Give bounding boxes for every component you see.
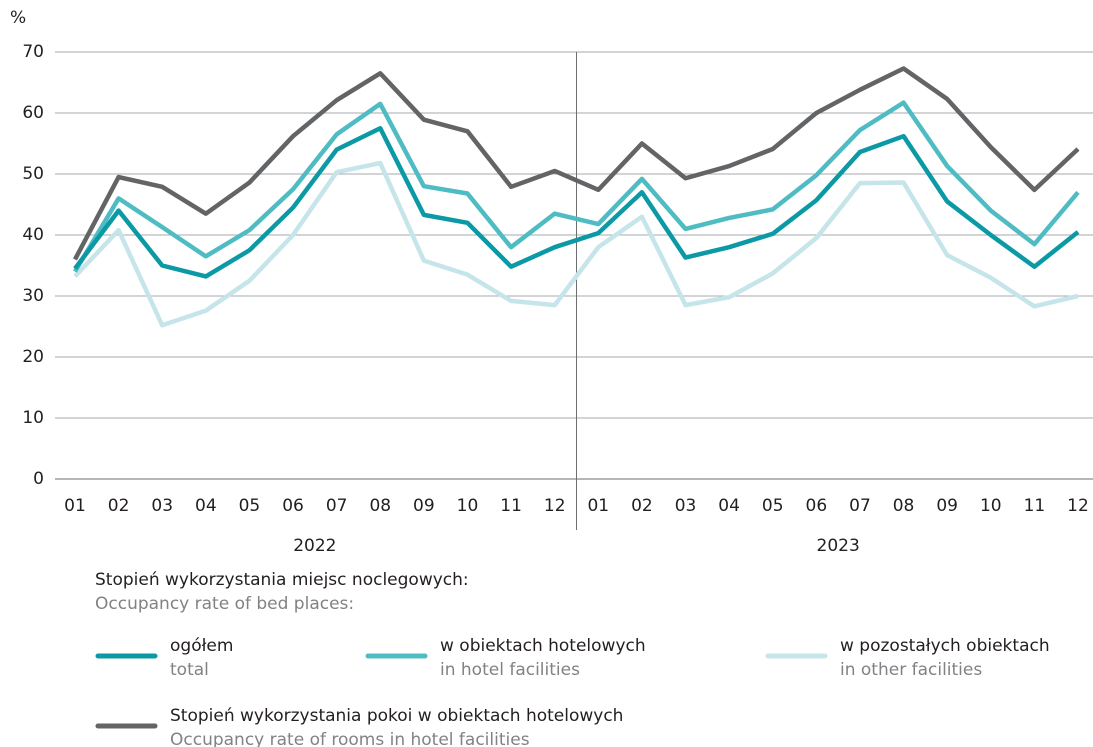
x-tick-label: 06 xyxy=(806,496,828,516)
x-tick-label: 03 xyxy=(675,496,697,516)
x-tick-label: 07 xyxy=(849,496,871,516)
series-line xyxy=(73,160,1079,328)
legend-label: ogółem xyxy=(170,636,233,656)
x-tick-label: 03 xyxy=(151,496,173,516)
series-line xyxy=(73,66,1080,261)
y-tick-label: 50 xyxy=(22,164,44,184)
x-tick-label: 10 xyxy=(980,496,1002,516)
x-tick-label: 09 xyxy=(936,496,958,516)
x-tick-label: 05 xyxy=(762,496,784,516)
y-tick-label: 10 xyxy=(22,408,44,428)
x-tick-label: 09 xyxy=(413,496,435,516)
x-tick-label: 10 xyxy=(457,496,479,516)
y-unit: % xyxy=(10,8,26,28)
legend-label-en: in hotel facilities xyxy=(440,660,580,680)
x-tick-label: 06 xyxy=(282,496,304,516)
y-tick-label: 40 xyxy=(22,225,44,245)
legend-title: Stopień wykorzystania miejsc noclegowych… xyxy=(95,570,469,590)
legend-label-en: Occupancy rate of rooms in hotel facilit… xyxy=(170,730,530,747)
y-tick-label: 20 xyxy=(22,347,44,367)
group-label: 2023 xyxy=(817,536,860,556)
x-tick-label: 04 xyxy=(195,496,217,516)
y-tick-label: 60 xyxy=(22,103,44,123)
x-tick-label: 08 xyxy=(369,496,391,516)
y-tick-label: 70 xyxy=(22,42,44,62)
x-tick-label: 02 xyxy=(631,496,653,516)
x-tick-label: 05 xyxy=(239,496,261,516)
series-line xyxy=(73,126,1080,279)
series-line xyxy=(73,100,1080,273)
x-tick-label: 04 xyxy=(718,496,740,516)
y-tick-label: 0 xyxy=(33,469,44,489)
legend-label: w obiektach hotelowych xyxy=(440,636,646,656)
legend-label: Stopień wykorzystania pokoi w obiektach … xyxy=(170,706,623,726)
x-tick-label: 02 xyxy=(108,496,130,516)
x-tick-label: 08 xyxy=(893,496,915,516)
legend-label-en: total xyxy=(170,660,209,680)
group-label: 2022 xyxy=(293,536,336,556)
x-tick-label: 12 xyxy=(544,496,566,516)
legend-title-en: Occupancy rate of bed places: xyxy=(95,594,354,614)
x-tick-label: 01 xyxy=(587,496,609,516)
x-tick-label: 11 xyxy=(500,496,522,516)
x-tick-label: 12 xyxy=(1067,496,1089,516)
legend-label: w pozostałych obiektach xyxy=(840,636,1050,656)
x-tick-label: 07 xyxy=(326,496,348,516)
x-tick-label: 01 xyxy=(64,496,86,516)
x-tick-label: 11 xyxy=(1024,496,1046,516)
y-tick-label: 30 xyxy=(22,286,44,306)
legend-label-en: in other facilities xyxy=(840,660,982,680)
